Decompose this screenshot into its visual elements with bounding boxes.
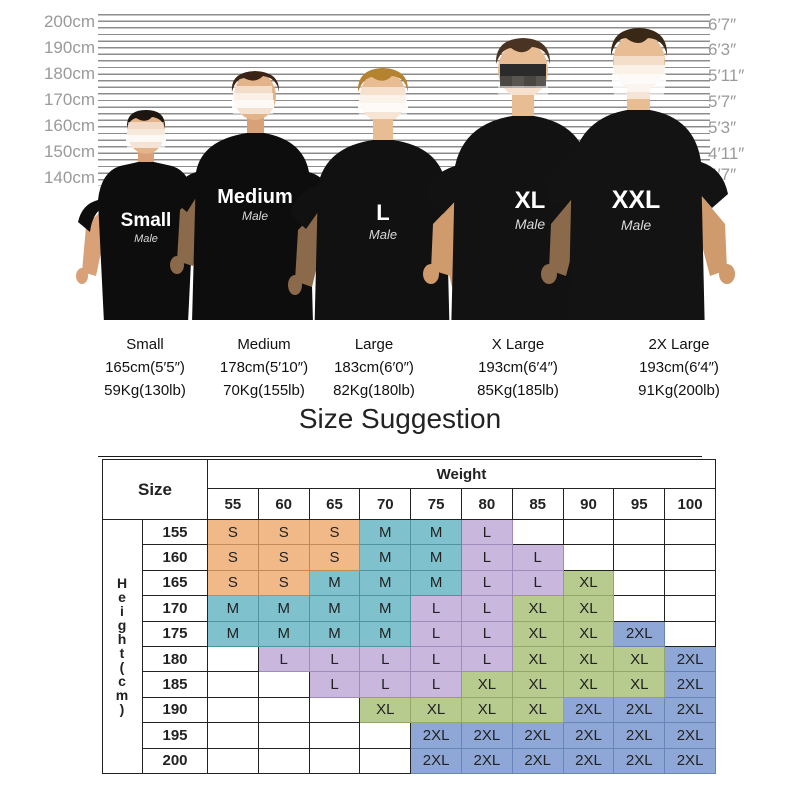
- svg-text:Male: Male: [242, 209, 268, 223]
- svg-text:Male: Male: [369, 227, 397, 242]
- svg-text:XXL: XXL: [612, 186, 661, 214]
- svg-text:L: L: [376, 200, 389, 225]
- svg-text:Male: Male: [621, 217, 652, 233]
